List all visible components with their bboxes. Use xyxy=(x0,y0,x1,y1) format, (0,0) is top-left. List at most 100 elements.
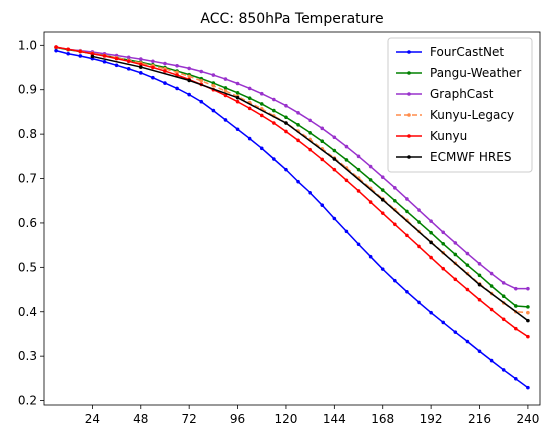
legend-item: Pangu-Weather xyxy=(396,66,521,80)
data-point xyxy=(356,154,361,159)
data-point xyxy=(441,320,446,325)
data-point xyxy=(199,69,204,74)
y-tick-label: 0.3 xyxy=(18,349,37,363)
data-point xyxy=(405,233,409,238)
x-axis: 24 48 72 96 120 144 168 192 216 240 xyxy=(85,405,539,426)
data-point xyxy=(187,92,191,97)
data-point xyxy=(465,287,470,292)
y-tick-label: 0.2 xyxy=(18,394,37,408)
data-point xyxy=(296,179,300,184)
data-point xyxy=(368,164,373,169)
data-point xyxy=(514,304,518,308)
data-point xyxy=(272,121,276,125)
data-point xyxy=(526,286,530,291)
data-point xyxy=(501,317,506,322)
data-point xyxy=(441,266,446,271)
data-point xyxy=(477,273,482,278)
data-point xyxy=(477,297,482,302)
data-point xyxy=(211,81,216,85)
data-point xyxy=(453,330,458,334)
chart-title: ACC: 850hPa Temperature xyxy=(200,11,383,27)
data-point xyxy=(284,129,288,134)
data-point xyxy=(151,75,155,80)
data-point xyxy=(501,294,506,299)
data-point xyxy=(332,148,337,153)
data-point xyxy=(90,54,95,59)
data-point xyxy=(247,106,252,111)
data-point xyxy=(332,135,337,140)
data-point xyxy=(429,240,433,245)
data-point xyxy=(441,230,446,235)
data-point xyxy=(514,326,518,331)
data-point xyxy=(211,83,216,88)
data-point xyxy=(102,59,107,64)
legend-label: Kunyu xyxy=(430,129,467,143)
data-point xyxy=(235,81,240,86)
data-point xyxy=(453,252,458,257)
plot-frame xyxy=(43,31,541,406)
data-point xyxy=(514,377,518,381)
data-point xyxy=(380,267,385,271)
data-point xyxy=(163,81,167,85)
data-point xyxy=(429,255,433,260)
data-point xyxy=(223,77,228,81)
data-point xyxy=(417,208,421,212)
x-tick-label: 216 xyxy=(468,412,491,426)
data-point xyxy=(114,56,119,61)
data-point xyxy=(102,54,107,58)
data-point xyxy=(223,89,228,93)
series-line-graphcast xyxy=(55,46,528,290)
data-point xyxy=(441,242,446,246)
data-point xyxy=(405,197,409,201)
series-line-ecmwf-hres xyxy=(92,55,529,322)
legend-item: FourCastNet xyxy=(396,45,504,59)
data-point xyxy=(380,198,385,202)
data-point xyxy=(308,130,312,135)
data-point xyxy=(199,99,204,104)
data-point xyxy=(126,59,131,64)
data-point xyxy=(211,108,216,113)
data-point xyxy=(501,281,506,285)
data-point xyxy=(175,73,179,77)
data-point xyxy=(393,222,397,227)
data-point xyxy=(138,71,143,75)
legend-item: ECMWF HRES xyxy=(396,150,511,164)
data-point xyxy=(138,62,143,67)
data-point xyxy=(344,144,349,149)
data-point xyxy=(138,65,143,69)
legend-marker xyxy=(407,113,411,117)
data-point xyxy=(284,167,288,172)
data-point xyxy=(465,251,470,256)
data-point xyxy=(489,284,494,288)
data-point xyxy=(187,78,191,83)
plot-lines xyxy=(54,45,530,390)
legend-item: Kunyu xyxy=(396,129,467,143)
data-point xyxy=(235,127,240,132)
data-point xyxy=(308,118,312,123)
data-point xyxy=(526,385,530,390)
x-tick-label: 144 xyxy=(323,412,346,426)
data-point xyxy=(296,111,300,115)
data-point xyxy=(405,209,409,214)
data-point xyxy=(344,158,349,162)
y-tick-label: 0.6 xyxy=(18,216,37,230)
legend-label: Pangu-Weather xyxy=(430,66,521,80)
y-tick-label: 0.4 xyxy=(18,305,37,319)
x-tick-label: 120 xyxy=(274,412,297,426)
data-point xyxy=(308,147,312,152)
data-point xyxy=(417,244,421,249)
data-point xyxy=(90,51,95,56)
data-point xyxy=(66,47,70,52)
data-point xyxy=(78,49,83,54)
data-point xyxy=(368,200,373,204)
data-point xyxy=(477,261,482,266)
legend-marker xyxy=(407,71,411,75)
x-tick-label: 24 xyxy=(85,412,100,426)
data-point xyxy=(320,157,325,162)
legend-marker xyxy=(407,50,411,54)
series-line-fourcastnet xyxy=(55,49,529,389)
data-point xyxy=(187,74,191,79)
data-point xyxy=(489,307,494,312)
series-kunyu xyxy=(54,45,530,339)
data-point xyxy=(138,57,143,61)
